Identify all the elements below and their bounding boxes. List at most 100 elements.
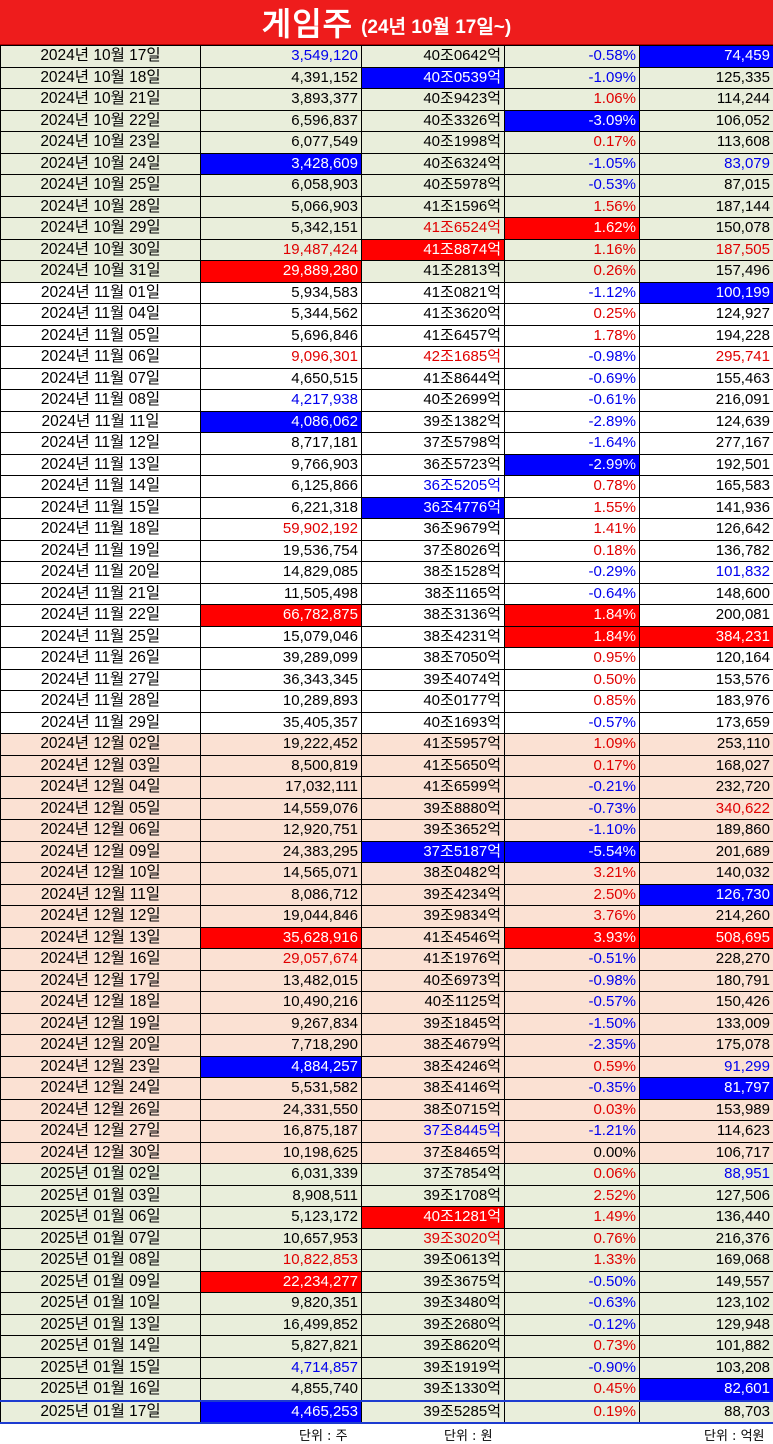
market-cap-cell: 39조9834억 (362, 906, 505, 928)
trade-value-cell: 183,976 (640, 691, 773, 713)
change-cell: -5.54% (505, 841, 640, 863)
trade-value-cell: 153,989 (640, 1099, 773, 1121)
date-cell: 2025년 01월 03일 (1, 1185, 201, 1207)
market-cap-cell: 37조7854억 (362, 1164, 505, 1186)
volume-cell: 9,820,351 (201, 1293, 362, 1315)
date-cell: 2025년 01월 02일 (1, 1164, 201, 1186)
market-cap-cell: 39조3652억 (362, 820, 505, 842)
trade-value-cell: 114,623 (640, 1121, 773, 1143)
volume-cell: 4,650,515 (201, 368, 362, 390)
volume-cell: 10,822,853 (201, 1250, 362, 1272)
date-cell: 2025년 01월 09일 (1, 1271, 201, 1293)
change-cell: 1.09% (505, 734, 640, 756)
market-cap-cell: 41조3620억 (362, 304, 505, 326)
change-cell: 3.21% (505, 863, 640, 885)
volume-cell: 9,766,903 (201, 454, 362, 476)
date-cell: 2024년 11월 15일 (1, 497, 201, 519)
date-cell: 2024년 12월 04일 (1, 777, 201, 799)
market-cap-cell: 37조8465억 (362, 1142, 505, 1164)
change-cell: -1.09% (505, 67, 640, 89)
date-cell: 2025년 01월 06일 (1, 1207, 201, 1229)
volume-cell: 5,827,821 (201, 1336, 362, 1358)
change-cell: -1.10% (505, 820, 640, 842)
trade-value-cell: 81,797 (640, 1078, 773, 1100)
change-cell: -0.51% (505, 949, 640, 971)
date-cell: 2024년 12월 19일 (1, 1013, 201, 1035)
volume-cell: 59,902,192 (201, 519, 362, 541)
trade-value-cell: 340,622 (640, 798, 773, 820)
trade-value-cell: 228,270 (640, 949, 773, 971)
trade-value-cell: 88,951 (640, 1164, 773, 1186)
change-cell: -0.63% (505, 1293, 640, 1315)
market-cap-cell: 39조8620억 (362, 1336, 505, 1358)
market-cap-cell: 39조1845억 (362, 1013, 505, 1035)
unit-volume-label: 단위 : 주 (299, 1425, 348, 1444)
date-cell: 2024년 12월 18일 (1, 992, 201, 1014)
unit-cap-label: 단위 : 원 (444, 1425, 493, 1444)
change-cell: 0.18% (505, 540, 640, 562)
date-cell: 2024년 12월 30일 (1, 1142, 201, 1164)
unit-value-label: 단위 : 억원 (704, 1425, 765, 1444)
trade-value-cell: 136,440 (640, 1207, 773, 1229)
change-cell: -1.64% (505, 433, 640, 455)
trade-value-cell: 180,791 (640, 970, 773, 992)
date-cell: 2024년 12월 20일 (1, 1035, 201, 1057)
volume-cell: 66,782,875 (201, 605, 362, 627)
trade-value-cell: 192,501 (640, 454, 773, 476)
volume-cell: 4,217,938 (201, 390, 362, 412)
date-cell: 2024년 11월 18일 (1, 519, 201, 541)
date-cell: 2024년 11월 11일 (1, 411, 201, 433)
date-cell: 2024년 12월 12일 (1, 906, 201, 928)
change-cell: -0.64% (505, 583, 640, 605)
volume-cell: 35,405,357 (201, 712, 362, 734)
change-cell: 1.16% (505, 239, 640, 261)
volume-cell: 5,123,172 (201, 1207, 362, 1229)
change-cell: 0.45% (505, 1379, 640, 1401)
trade-value-cell: 384,231 (640, 626, 773, 648)
change-cell: -0.35% (505, 1078, 640, 1100)
change-cell: 2.50% (505, 884, 640, 906)
change-cell: 0.19% (505, 1401, 640, 1424)
trade-value-cell: 253,110 (640, 734, 773, 756)
market-cap-cell: 36조5723억 (362, 454, 505, 476)
volume-cell: 6,058,903 (201, 175, 362, 197)
trade-value-cell: 141,936 (640, 497, 773, 519)
market-cap-cell: 38조0482억 (362, 863, 505, 885)
date-cell: 2025년 01월 14일 (1, 1336, 201, 1358)
change-cell: -1.05% (505, 153, 640, 175)
date-cell: 2024년 11월 01일 (1, 282, 201, 304)
volume-cell: 5,531,582 (201, 1078, 362, 1100)
change-cell: -0.53% (505, 175, 640, 197)
volume-cell: 17,032,111 (201, 777, 362, 799)
volume-cell: 9,267,834 (201, 1013, 362, 1035)
market-cap-cell: 41조4546억 (362, 927, 505, 949)
date-cell: 2025년 01월 16일 (1, 1379, 201, 1401)
volume-cell: 16,875,187 (201, 1121, 362, 1143)
date-cell: 2024년 12월 11일 (1, 884, 201, 906)
change-cell: -0.12% (505, 1314, 640, 1336)
date-cell: 2024년 10월 23일 (1, 132, 201, 154)
volume-cell: 14,565,071 (201, 863, 362, 885)
volume-cell: 12,920,751 (201, 820, 362, 842)
date-cell: 2024년 10월 29일 (1, 218, 201, 240)
change-cell: 1.49% (505, 1207, 640, 1229)
